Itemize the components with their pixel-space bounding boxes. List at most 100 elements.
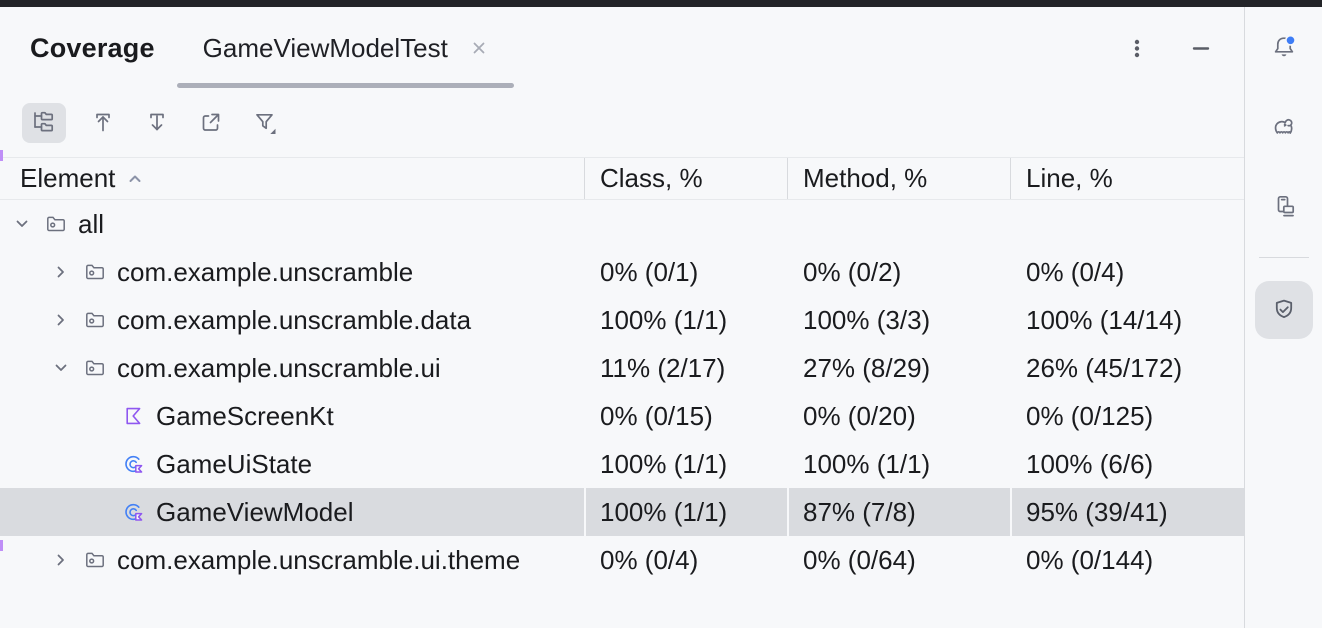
column-header-element[interactable]: Element — [0, 158, 584, 199]
element-name: com.example.unscramble — [117, 256, 414, 287]
tree-indent — [0, 416, 90, 417]
class-coverage-value: 0% (0/4) — [584, 536, 787, 584]
tree-indent — [0, 224, 12, 225]
chevron-down-icon[interactable] — [12, 214, 32, 234]
table-row[interactable]: com.example.unscramble.ui.theme 0% (0/4)… — [0, 536, 1244, 584]
chevron-placeholder — [90, 454, 110, 474]
class-coverage-value: 0% (0/15) — [584, 392, 787, 440]
element-name: GameScreenKt — [156, 400, 334, 431]
column-label: Line, % — [1026, 163, 1113, 193]
tab-gameviewmodeltest[interactable]: GameViewModelTest — [176, 7, 514, 89]
element-cell: GameUiState — [0, 440, 584, 488]
line-coverage-value — [1010, 200, 1244, 248]
tree-indent — [0, 320, 51, 321]
package-icon — [83, 260, 107, 284]
tree-indent — [0, 464, 90, 465]
table-row[interactable]: all — [0, 200, 1244, 248]
line-coverage-value: 95% (39/41) — [1010, 488, 1244, 536]
method-coverage-value: 0% (0/20) — [787, 392, 1010, 440]
method-coverage-value: 100% (1/1) — [787, 440, 1010, 488]
gradle-elephant-icon[interactable] — [1269, 112, 1299, 142]
line-coverage-value: 0% (0/144) — [1010, 536, 1244, 584]
package-icon — [83, 308, 107, 332]
tree-indent — [0, 512, 90, 513]
table-row[interactable]: com.example.unscramble.ui 11% (2/17) 27%… — [0, 344, 1244, 392]
element-cell: com.example.unscramble.data — [0, 296, 584, 344]
notification-badge — [1284, 34, 1296, 46]
table-row[interactable]: GameViewModel 100% (1/1) 87% (7/8) 95% (… — [0, 488, 1244, 536]
class-coverage-value: 100% (1/1) — [584, 440, 787, 488]
table-row[interactable]: GameScreenKt 0% (0/15) 0% (0/20) 0% (0/1… — [0, 392, 1244, 440]
column-header-line[interactable]: Line, % — [1010, 158, 1244, 199]
class-coverage-value — [584, 200, 787, 248]
method-coverage-value — [787, 200, 1010, 248]
line-coverage-value: 0% (0/4) — [1010, 248, 1244, 296]
method-coverage-value: 100% (3/3) — [787, 296, 1010, 344]
jump-to-next-icon[interactable] — [140, 106, 174, 140]
column-header-method[interactable]: Method, % — [787, 158, 1010, 199]
column-label: Class, % — [600, 163, 703, 193]
element-name: GameUiState — [156, 448, 313, 479]
right-tool-stripe — [1244, 7, 1322, 628]
table-row[interactable]: GameUiState 100% (1/1) 100% (1/1) 100% (… — [0, 440, 1244, 488]
line-coverage-value: 26% (45/172) — [1010, 344, 1244, 392]
element-cell: GameViewModel — [0, 488, 584, 536]
chevron-placeholder — [90, 502, 110, 522]
panel-title: Coverage — [30, 32, 155, 63]
method-coverage-value: 27% (8/29) — [787, 344, 1010, 392]
method-coverage-value: 0% (0/64) — [787, 536, 1010, 584]
element-cell: GameScreenKt — [0, 392, 584, 440]
chevron-right-icon[interactable] — [51, 262, 71, 282]
element-name: all — [78, 208, 105, 239]
tree-indent — [0, 272, 51, 273]
package-icon — [83, 548, 107, 572]
element-name: com.example.unscramble.ui.theme — [117, 544, 521, 575]
chevron-down-icon[interactable] — [51, 358, 71, 378]
package-icon — [44, 212, 68, 236]
filter-icon[interactable] — [248, 106, 282, 140]
class-coverage-value: 100% (1/1) — [584, 488, 787, 536]
tool-window-header: Coverage GameViewModelTest — [0, 7, 1244, 89]
coverage-shield-icon[interactable] — [1254, 281, 1313, 339]
element-cell: com.example.unscramble — [0, 248, 584, 296]
class-coverage-value: 100% (1/1) — [584, 296, 787, 344]
coverage-table-body: all — [0, 200, 1244, 584]
line-coverage-value: 0% (0/125) — [1010, 392, 1244, 440]
class-coverage-value: 11% (2/17) — [584, 344, 787, 392]
line-coverage-value: 100% (14/14) — [1010, 296, 1244, 344]
close-icon[interactable] — [470, 39, 488, 57]
options-menu-icon[interactable] — [1122, 33, 1152, 63]
window-edge-mark — [0, 540, 3, 551]
element-cell: com.example.unscramble.ui — [0, 344, 584, 392]
element-cell: all — [0, 200, 584, 248]
table-header-row: Element Class, % Method, % Line, % — [0, 157, 1244, 200]
kotlin-class-icon — [122, 452, 146, 476]
jump-to-previous-icon[interactable] — [86, 106, 120, 140]
stripe-separator — [1258, 257, 1309, 258]
chevron-right-icon[interactable] — [51, 310, 71, 330]
running-devices-icon[interactable] — [1269, 192, 1299, 222]
package-icon — [83, 356, 107, 380]
export-icon[interactable] — [194, 106, 228, 140]
table-row[interactable]: com.example.unscramble.data 100% (1/1) 1… — [0, 296, 1244, 344]
column-header-class[interactable]: Class, % — [584, 158, 787, 199]
sort-ascending-icon — [129, 175, 141, 182]
element-name: GameViewModel — [156, 496, 354, 527]
group-by-packages-icon[interactable] — [22, 103, 66, 143]
table-row[interactable]: com.example.unscramble 0% (0/1) 0% (0/2)… — [0, 248, 1244, 296]
chevron-placeholder — [90, 406, 110, 426]
element-name: com.example.unscramble.ui — [117, 352, 441, 383]
hide-tool-window-icon[interactable] — [1186, 33, 1216, 63]
coverage-toolbar — [0, 89, 1244, 157]
active-tab-indicator — [176, 83, 514, 88]
chevron-right-icon[interactable] — [51, 550, 71, 570]
kotlin-file-icon — [122, 404, 146, 428]
window-edge-mark — [0, 150, 3, 161]
method-coverage-value: 0% (0/2) — [787, 248, 1010, 296]
class-coverage-value: 0% (0/1) — [584, 248, 787, 296]
tree-indent — [0, 368, 51, 369]
notifications-bell-icon[interactable] — [1269, 32, 1299, 62]
window-top-stripe — [0, 0, 1322, 7]
method-coverage-value: 87% (7/8) — [787, 488, 1010, 536]
tree-indent — [0, 560, 51, 561]
